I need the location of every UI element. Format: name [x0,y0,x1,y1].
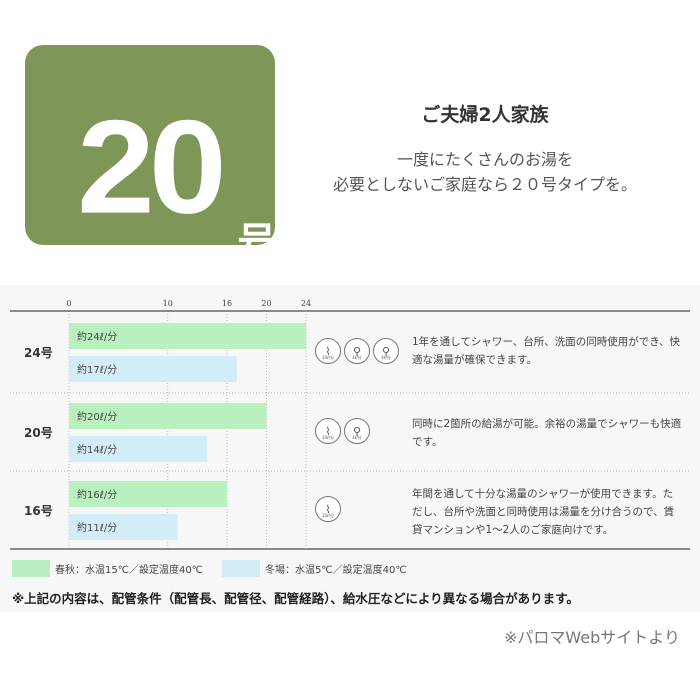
icon-flow-label: 10ℓ/分 [321,355,335,360]
subtitle-line: 一度にたくさんのお湯を [396,150,573,169]
bar [69,481,227,507]
tick-label: 20 [261,299,271,308]
legend-label: 冬場：水温5℃／設定温度40℃ [265,565,407,576]
shower-icon: ⌇ 10ℓ/分 [315,496,341,522]
row-description: 同時に2箇所の給湯が可能。余裕の湯量でシャワーも快適です。 [412,418,682,448]
icon-flow-label: 4ℓ/分 [352,355,362,360]
subtitle-line: 必要としないご家庭なら２０号タイプを。 [332,175,637,194]
row-description: 年間を通して十分な湯量のシャワーが使用できます。ただし、台所や洗面と同時使用は湯… [412,488,675,536]
bar [69,356,237,382]
shower-icon: ⌇ 10ℓ/分 [315,418,341,444]
row-description: 1年を通してシャワー、台所、洗面の同時使用ができ、快適な湯量が確保できます。 [412,336,681,366]
header-subtitle: 一度にたくさんのお湯を 必要としないご家庭なら２０号タイプを。 [290,147,680,197]
bar [69,514,178,540]
icon-flow-label: 4ℓ/分 [381,355,391,360]
badge-suffix: 号 [237,220,277,266]
icon-flow-label: 4ℓ/分 [352,435,362,440]
usage-icons: ⌇ 10ℓ/分 ⚲ 4ℓ/分 [315,418,370,444]
legend-swatch [222,560,260,577]
faucet-icon: ⚲ 4ℓ/分 [344,418,370,444]
faucet-icon: ⚲ 4ℓ/分 [344,338,370,364]
tick-label: 24 [301,299,311,308]
tick-label: 0 [66,299,71,308]
bar [69,323,306,349]
legend-swatch [12,560,50,577]
badge-number: 20 [77,91,227,242]
header-title: ご夫婦2人家族 [421,104,549,126]
icon-flow-label: 10ℓ/分 [321,513,335,518]
category-label: 24号 [24,346,53,360]
source-credit: ※パロマWebサイトより [504,628,680,647]
bar-label: 約11ℓ/分 [77,521,117,534]
faucet-icon: ⚲ 4ℓ/分 [373,338,399,364]
bar-label: 約14ℓ/分 [77,443,117,456]
bar-label: 約16ℓ/分 [77,488,117,501]
legend-spring: 春秋：水温15℃／設定温度40℃ [12,560,203,577]
icon-flow-label: 10ℓ/分 [321,435,335,440]
footnote: ※上記の内容は、配管条件（配管長、配管径、配管経路）、給水圧などにより異なる場合… [12,591,579,606]
legend-winter: 冬場：水温5℃／設定温度40℃ [222,560,407,577]
model-badge: 20 号 [25,45,277,263]
category-label: 16号 [24,504,53,518]
bar [69,403,267,429]
category-label: 20号 [24,426,53,440]
legend-label: 春秋：水温15℃／設定温度40℃ [55,565,203,576]
usage-icons: ⌇ 10ℓ/分 ⚲ 4ℓ/分 ⚲ 4ℓ/分 [315,338,399,364]
tick-label: 16 [222,299,232,308]
bar-label: 約17ℓ/分 [77,363,117,376]
usage-icons: ⌇ 10ℓ/分 [315,496,341,522]
shower-icon: ⌇ 10ℓ/分 [315,338,341,364]
bar [69,436,208,462]
bar-label: 約24ℓ/分 [77,330,117,343]
header: ご夫婦2人家族 一度にたくさんのお湯を 必要としないご家庭なら２０号タイプを。 [290,100,680,197]
tick-label: 10 [163,299,173,308]
bar-label: 約20ℓ/分 [77,410,117,423]
